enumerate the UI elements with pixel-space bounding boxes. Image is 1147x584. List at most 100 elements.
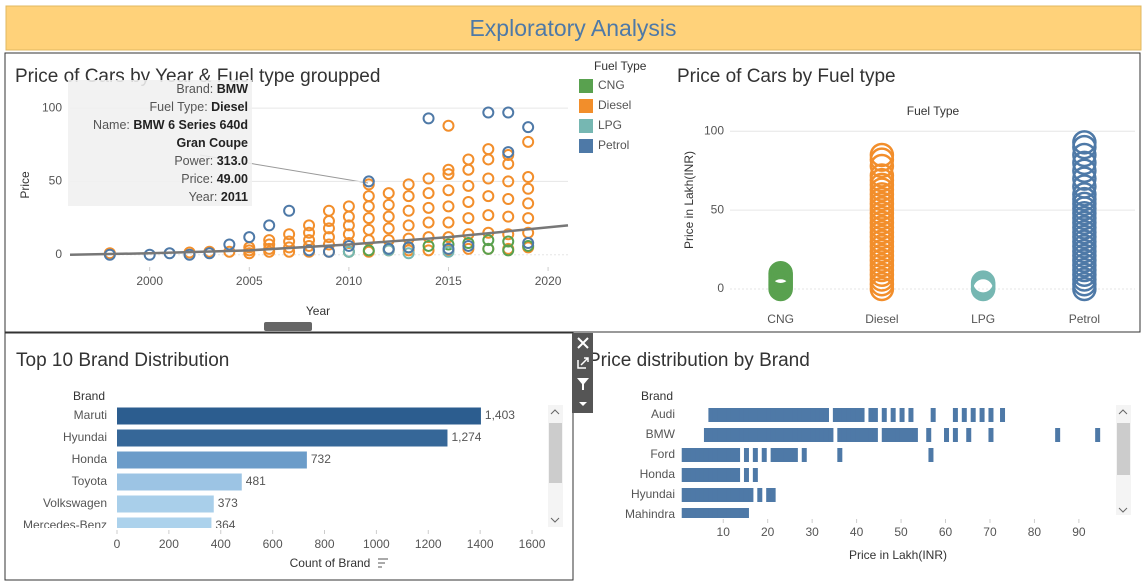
scroll-thumb[interactable] xyxy=(549,423,562,483)
point xyxy=(522,182,535,195)
price-mark xyxy=(846,408,852,422)
price-mark xyxy=(863,428,869,442)
price-mark xyxy=(1000,408,1006,422)
price-mark xyxy=(783,448,789,462)
point xyxy=(402,247,415,260)
price-mark xyxy=(930,408,936,422)
resize-handle[interactable] xyxy=(264,322,312,331)
price-mark xyxy=(686,488,692,502)
price-mark xyxy=(775,428,781,442)
price-mark xyxy=(757,488,763,502)
price-mark xyxy=(837,408,843,422)
point xyxy=(768,260,793,286)
point xyxy=(183,248,196,261)
point xyxy=(303,244,316,257)
top-frame xyxy=(4,52,1141,333)
price-mark xyxy=(770,408,776,422)
bar xyxy=(117,517,212,528)
price-mark xyxy=(770,488,776,502)
scroll-arrows[interactable] xyxy=(550,409,560,523)
price-mark xyxy=(695,488,701,502)
price-mark xyxy=(721,428,727,442)
point xyxy=(382,198,395,211)
x-tick-label: 400 xyxy=(211,537,231,551)
y-tick-label: Volkswagen xyxy=(43,496,107,510)
point xyxy=(342,219,355,232)
point xyxy=(422,244,435,257)
price-mark xyxy=(779,408,785,422)
y-tick-label: Honda xyxy=(640,467,676,481)
point xyxy=(502,228,515,241)
scroll-arrows[interactable] xyxy=(1118,409,1128,513)
price-mark xyxy=(970,408,976,422)
point xyxy=(1072,166,1097,191)
point xyxy=(283,235,296,248)
point xyxy=(442,184,455,197)
price-mark xyxy=(739,428,745,442)
scroll-thumb[interactable] xyxy=(1117,423,1130,475)
x-tick-label: 2015 xyxy=(435,274,462,288)
price-mark xyxy=(797,428,803,442)
price-mark xyxy=(717,428,723,442)
price-mark xyxy=(823,408,829,422)
chart-title: Price distribution by Brand xyxy=(588,350,810,371)
point xyxy=(1072,142,1097,168)
x-tick-label: 1000 xyxy=(363,537,390,551)
point xyxy=(362,223,375,236)
toolbar[interactable] xyxy=(572,333,593,413)
price-mark xyxy=(717,448,723,462)
point xyxy=(402,190,415,203)
price-mark xyxy=(726,508,732,518)
price-mark xyxy=(775,408,781,422)
price-mark xyxy=(726,468,732,482)
price-mark xyxy=(890,428,896,442)
bars: Maruti 1,403 Hyundai 1,274 Honda 732 Toyota 481… xyxy=(23,407,515,528)
x-tick-label: 800 xyxy=(314,537,334,551)
x-tick-label: 40 xyxy=(850,525,864,539)
price-mark xyxy=(735,428,741,442)
price-mark xyxy=(686,468,692,482)
price-mark xyxy=(792,428,798,442)
y-tick-label: Audi xyxy=(651,407,675,421)
point xyxy=(1072,158,1097,183)
legend-swatch xyxy=(579,79,593,93)
point xyxy=(482,242,495,255)
tooltip-text: Diesel xyxy=(211,100,248,114)
price-mark xyxy=(783,428,789,442)
price-mark xyxy=(712,448,718,462)
price-mark xyxy=(928,448,934,462)
chart-title: Top 10 Brand Distribution xyxy=(16,350,229,371)
x-tick-label: 1200 xyxy=(415,537,442,551)
legend-title: Fuel Type xyxy=(594,59,647,73)
price-mark xyxy=(739,508,745,518)
point xyxy=(422,172,435,185)
price-mark xyxy=(881,408,887,422)
price-mark xyxy=(743,448,749,462)
legend-label: Diesel xyxy=(598,98,631,112)
point xyxy=(322,215,335,228)
price-mark xyxy=(819,408,825,422)
price-mark xyxy=(886,428,892,442)
price-mark xyxy=(850,408,856,422)
price-mark xyxy=(988,428,994,442)
trend-line xyxy=(69,224,569,256)
x-tick-label: 60 xyxy=(939,525,953,539)
point xyxy=(522,197,535,210)
point xyxy=(869,142,895,168)
price-mark xyxy=(895,428,901,442)
tooltip-text: BMW xyxy=(216,82,248,96)
y-tick-label: Hyundai xyxy=(63,430,107,444)
legend-swatch xyxy=(579,99,593,113)
x-tick-label: 2010 xyxy=(336,274,363,288)
price-mark xyxy=(708,448,714,462)
point xyxy=(522,135,535,148)
point xyxy=(442,242,455,255)
price-mark xyxy=(966,428,972,442)
price-mark xyxy=(699,468,705,482)
price-mark xyxy=(890,408,896,422)
legend-label: LPG xyxy=(598,118,622,132)
price-mark xyxy=(712,428,718,442)
price-mark xyxy=(810,428,816,442)
tooltip-text: Brand: xyxy=(176,82,214,96)
price-mark xyxy=(681,468,687,482)
